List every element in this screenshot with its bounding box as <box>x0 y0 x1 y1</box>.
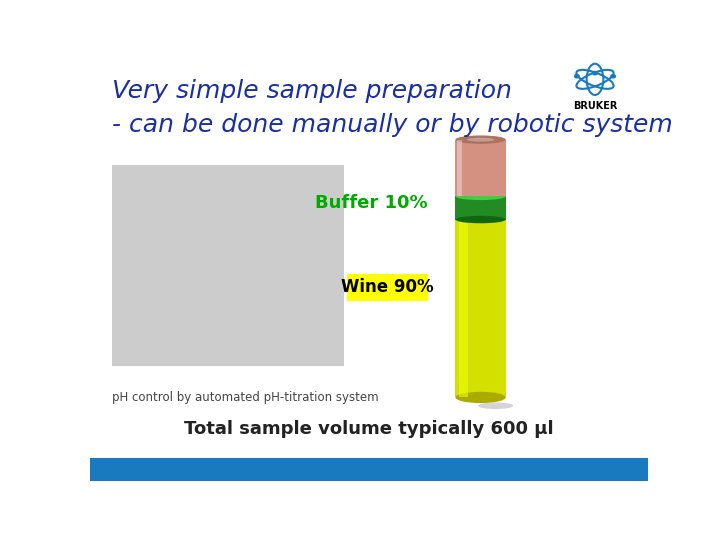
Text: Wine 90%: Wine 90% <box>341 278 433 296</box>
Text: pH control by automated pH-titration system: pH control by automated pH-titration sys… <box>112 391 379 404</box>
Ellipse shape <box>463 137 498 143</box>
Bar <box>456 220 505 397</box>
Ellipse shape <box>456 392 505 403</box>
Ellipse shape <box>456 136 505 144</box>
Ellipse shape <box>478 402 513 409</box>
Bar <box>457 140 462 197</box>
Circle shape <box>575 75 579 78</box>
Text: - can be done manually or by robotic system: - can be done manually or by robotic sys… <box>112 113 673 137</box>
Circle shape <box>593 71 597 75</box>
Text: Buffer 10%: Buffer 10% <box>315 194 428 212</box>
Bar <box>459 220 468 397</box>
Circle shape <box>611 75 616 78</box>
Ellipse shape <box>467 138 495 141</box>
Text: Very simple sample preparation: Very simple sample preparation <box>112 79 512 103</box>
Bar <box>456 140 505 197</box>
Ellipse shape <box>456 216 505 224</box>
Ellipse shape <box>456 216 505 224</box>
Text: Total sample volume typically 600 μl: Total sample volume typically 600 μl <box>184 420 554 438</box>
Bar <box>112 165 344 366</box>
Ellipse shape <box>456 193 505 200</box>
Bar <box>456 197 505 220</box>
Text: BRUKER: BRUKER <box>573 101 617 111</box>
Bar <box>346 274 428 301</box>
Bar <box>90 458 648 481</box>
